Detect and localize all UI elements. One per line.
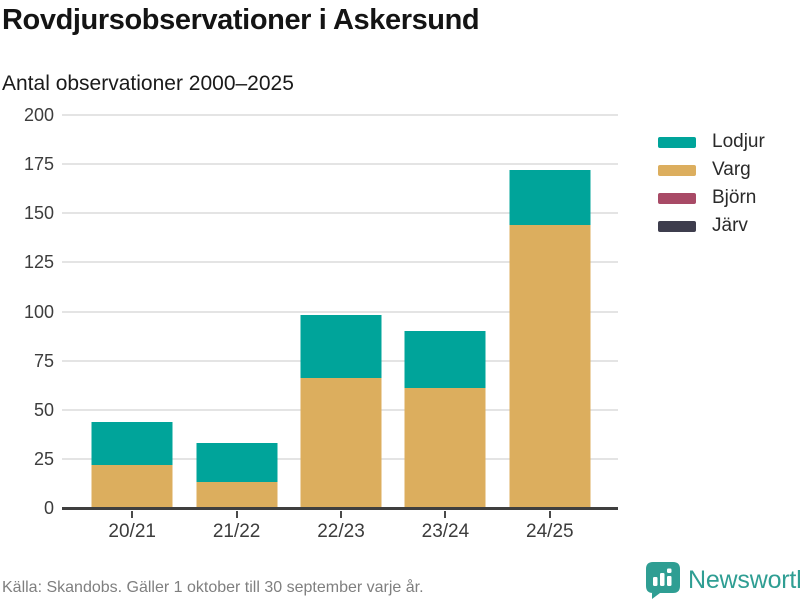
legend-swatch-lodjur [658, 136, 696, 148]
y-tick-label-0: 0 [43, 498, 54, 518]
bar-segment-lodjur-20/21 [91, 421, 173, 465]
bar-segment-varg-24/25 [509, 225, 591, 508]
legend-item-lodjur: Lodjur [658, 131, 765, 153]
y-tick-label-200: 200 [23, 105, 54, 125]
legend-label-lodjur: Lodjur [712, 131, 765, 152]
legend-item-björn: Björn [658, 187, 765, 209]
gridline-175 [62, 163, 618, 166]
y-tick-label-175: 175 [23, 154, 54, 175]
chart-subtitle: Antal observationer 2000–2025 [2, 72, 294, 95]
legend-swatch-varg [658, 164, 696, 176]
bar-group-23/24 [393, 115, 497, 518]
gridline-100 [62, 310, 618, 313]
bar-segment-varg-20/21 [91, 464, 173, 508]
x-tick-label-22/23: 22/23 [317, 521, 365, 542]
bars-container [62, 115, 618, 518]
newsworthy-logo: Newsworthy [646, 562, 800, 599]
x-tick-label-23/24: 23/24 [421, 521, 470, 542]
legend-label-järv: Järv [712, 215, 748, 236]
bar-segment-varg-21/22 [196, 482, 278, 508]
x-axis-labels: 20/21 21/22 22/23 23/24 24/25 [62, 521, 618, 543]
legend-label-björn: Björn [712, 187, 757, 208]
x-tick-label-24/25: 24/25 [526, 521, 574, 542]
bar-group-22/23 [289, 115, 393, 518]
bar-segment-varg-22/23 [300, 378, 382, 508]
stacked-bar-20/21 [91, 421, 173, 508]
x-axis-tick-23/24 [444, 511, 447, 518]
x-axis-tick-20/21 [131, 511, 134, 518]
x-axis-line [62, 507, 618, 510]
legend-item-järv: Järv [658, 215, 765, 237]
bar-segment-lodjur-22/23 [300, 315, 382, 379]
stacked-bar-21/22 [196, 443, 278, 508]
legend-label-varg: Varg [712, 159, 751, 180]
gridline-200 [62, 114, 618, 116]
legend-swatch-björn [658, 192, 696, 204]
bar-segment-lodjur-23/24 [404, 331, 486, 389]
stacked-bar-22/23 [300, 315, 382, 508]
x-axis-tick-21/22 [235, 511, 238, 518]
gridline-150 [62, 212, 618, 215]
legend: Lodjur Varg Björn Järv [658, 131, 765, 243]
source-note: Källa: Skandobs. Gäller 1 oktober till 3… [2, 579, 424, 596]
legend-item-varg: Varg [658, 159, 765, 181]
bar-group-24/25 [498, 115, 602, 518]
bar-group-21/22 [184, 115, 288, 518]
y-tick-label-125: 125 [23, 252, 54, 273]
y-axis-labels: 0 25 50 75 100 125 150 175 200 [24, 105, 618, 518]
stacked-bar-24/25 [509, 170, 591, 508]
newsworthy-bubble-icon [646, 562, 680, 599]
stacked-bar-23/24 [404, 331, 486, 508]
bar-segment-lodjur-24/25 [509, 170, 591, 226]
bar-segment-lodjur-21/22 [196, 443, 278, 483]
x-tick-label-20/21: 20/21 [108, 521, 156, 542]
bar-segment-varg-23/24 [404, 388, 486, 508]
y-tick-label-50: 50 [33, 399, 54, 420]
x-axis-tick-24/25 [548, 511, 551, 518]
bar-group-20/21 [80, 115, 184, 518]
plot-area: 0 25 50 75 100 125 150 175 200 20/21 21/22 22/23 23… [24, 105, 618, 542]
y-tick-label-25: 25 [33, 448, 54, 469]
gridline-125 [62, 261, 618, 264]
newsworthy-wordmark: Newsworthy [688, 566, 800, 594]
legend-swatch-järv [658, 220, 696, 232]
page-title: Rovdjursobservationer i Askersund [2, 4, 480, 36]
y-tick-label-150: 150 [23, 203, 54, 224]
y-tick-label-75: 75 [33, 350, 54, 371]
y-tick-label-100: 100 [23, 301, 54, 322]
x-axis-tick-22/23 [340, 511, 343, 518]
x-tick-label-21/22: 21/22 [212, 521, 261, 542]
